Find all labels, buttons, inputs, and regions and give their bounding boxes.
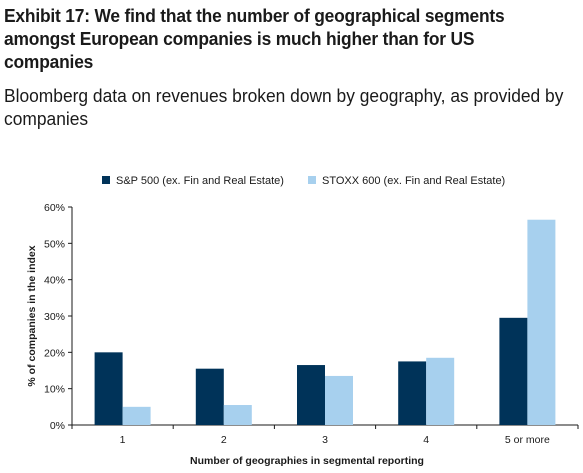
legend-label-2: STOXX 600 (ex. Fin and Real Estate) xyxy=(322,175,505,187)
chart-title: Exhibit 17: We find that the number of g… xyxy=(4,5,505,72)
bar-stoxx600-2 xyxy=(223,405,252,425)
y-axis-title: % of companies in the index xyxy=(26,245,38,386)
y-tick-label: 10% xyxy=(44,384,65,396)
y-tick-label: 40% xyxy=(44,275,65,287)
bar-stoxx600-3 xyxy=(325,375,353,425)
legend-swatch-2 xyxy=(308,176,316,184)
legend-swatch-1 xyxy=(102,176,110,184)
y-tick-label: 60% xyxy=(44,202,65,214)
x-tick-label: 4 xyxy=(423,434,429,446)
y-tick-label: 20% xyxy=(44,347,65,359)
bar-sp500-4 xyxy=(398,361,427,425)
bar-stoxx600-5 xyxy=(527,219,556,425)
chart-subtitle: Bloomberg data on revenues broken down b… xyxy=(4,85,564,129)
y-tick-label: 30% xyxy=(44,311,65,323)
bar-sp500-3 xyxy=(297,365,325,425)
x-tick-label: 2 xyxy=(221,434,227,446)
bar-sp500-2 xyxy=(195,368,224,425)
bar-sp500-5 xyxy=(499,317,528,425)
x-tick-label: 5 or more xyxy=(505,434,550,446)
x-tick-label: 3 xyxy=(322,434,328,446)
x-tick-label: 1 xyxy=(120,434,126,446)
y-tick-label: 0% xyxy=(50,420,65,432)
legend-label-1: S&P 500 (ex. Fin and Real Estate) xyxy=(116,175,284,187)
bar-stoxx600-1 xyxy=(122,406,151,425)
bar-sp500-1 xyxy=(94,352,123,425)
x-axis-title: Number of geographies in segmental repor… xyxy=(190,455,424,467)
y-tick-label: 50% xyxy=(44,238,65,250)
bar-stoxx600-4 xyxy=(426,357,455,425)
